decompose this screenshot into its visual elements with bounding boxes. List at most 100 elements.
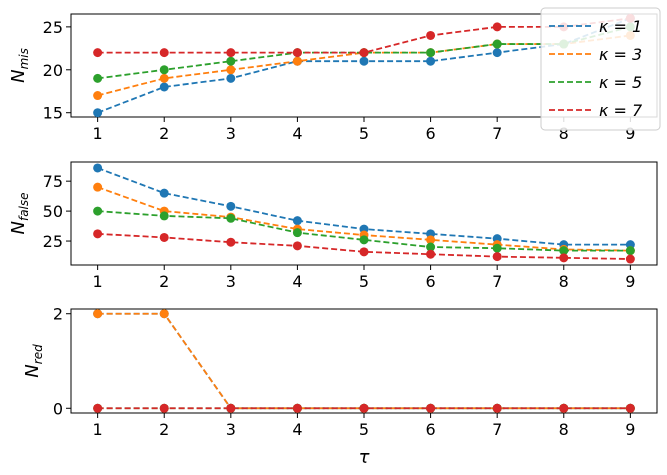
y-tick-label: 75 — [43, 172, 63, 191]
x-tick-label: 8 — [559, 420, 569, 439]
x-tick-label: 8 — [559, 124, 569, 143]
data-point — [426, 235, 436, 245]
data-point — [93, 206, 103, 216]
data-point — [159, 232, 169, 242]
data-point — [93, 48, 103, 58]
series-2 — [93, 309, 635, 413]
data-point — [159, 73, 169, 83]
series-line — [97, 312, 631, 410]
x-tick-label: 7 — [492, 420, 502, 439]
data-point — [159, 188, 169, 198]
x-tick-label: 5 — [359, 420, 369, 439]
y-tick-label: 15 — [43, 104, 63, 123]
data-point — [559, 253, 569, 263]
y-tick-label: 50 — [43, 202, 63, 221]
y-tick-label: 2 — [53, 305, 63, 324]
x-tick-label: 3 — [226, 124, 236, 143]
x-tick-label: 8 — [559, 272, 569, 291]
data-point — [625, 403, 635, 413]
x-tick-label: 2 — [159, 124, 169, 143]
data-point — [559, 246, 569, 256]
data-point — [159, 211, 169, 221]
x-tick-label: 5 — [359, 124, 369, 143]
data-point — [492, 39, 502, 49]
data-point — [492, 252, 502, 262]
data-point — [226, 403, 236, 413]
x-tick-label: 4 — [292, 124, 302, 143]
series-3 — [93, 206, 635, 256]
data-point — [359, 403, 369, 413]
x-axis-label: τ — [359, 447, 370, 468]
data-point — [292, 403, 302, 413]
data-point — [226, 65, 236, 75]
data-point — [359, 56, 369, 66]
data-point — [159, 309, 169, 319]
data-point — [292, 56, 302, 66]
legend-label: κ = 7 — [599, 101, 643, 120]
data-point — [226, 213, 236, 223]
data-point — [159, 48, 169, 58]
data-point — [226, 48, 236, 58]
x-tick-label: 7 — [492, 124, 502, 143]
data-point — [159, 82, 169, 92]
x-tick-label: 1 — [93, 272, 103, 291]
data-point — [226, 73, 236, 83]
data-point — [292, 241, 302, 251]
x-tick-label: 9 — [625, 272, 635, 291]
data-point — [292, 228, 302, 238]
data-point — [292, 48, 302, 58]
data-point — [359, 247, 369, 257]
data-point — [93, 73, 103, 83]
x-tick-label: 1 — [93, 124, 103, 143]
y-tick-label: 25 — [43, 18, 63, 37]
data-point — [93, 91, 103, 101]
data-point — [426, 242, 436, 252]
legend: κ = 1 κ = 3 κ = 5 κ = 7 — [540, 7, 661, 131]
data-point — [426, 403, 436, 413]
subplot-2: 1 2 3 4 5 6 7 8 9 25 50 75 Nfalse — [8, 161, 658, 291]
x-tick-label: 3 — [226, 272, 236, 291]
data-point — [426, 48, 436, 58]
x-tick-label: 2 — [159, 272, 169, 291]
data-point — [93, 108, 103, 118]
series-1 — [93, 309, 635, 413]
y-axis-label: Nred — [22, 344, 45, 378]
data-point — [625, 254, 635, 264]
x-tick-label: 6 — [425, 124, 435, 143]
y-tick-label: 20 — [43, 61, 63, 80]
series-4 — [93, 403, 635, 413]
x-tick-label: 1 — [93, 420, 103, 439]
data-point — [492, 48, 502, 58]
series-4 — [93, 229, 635, 264]
data-point — [93, 182, 103, 192]
data-point — [226, 201, 236, 211]
x-tick-label: 2 — [159, 420, 169, 439]
series-line — [97, 210, 631, 252]
legend-box — [540, 7, 661, 131]
legend-label: κ = 5 — [599, 73, 642, 92]
series-line — [97, 312, 631, 410]
data-point — [93, 309, 103, 319]
y-tick-label: 0 — [53, 399, 63, 418]
data-point — [625, 246, 635, 256]
data-point — [492, 22, 502, 32]
data-point — [426, 249, 436, 259]
data-point — [359, 235, 369, 245]
data-point — [93, 403, 103, 413]
data-point — [559, 403, 569, 413]
x-tick-label: 6 — [425, 272, 435, 291]
data-point — [226, 56, 236, 66]
x-tick-label: 4 — [292, 420, 302, 439]
x-tick-label: 6 — [425, 420, 435, 439]
x-tick-label: 9 — [625, 420, 635, 439]
y-axis-label: Nmis — [8, 48, 31, 83]
data-point — [159, 65, 169, 75]
data-point — [93, 229, 103, 239]
x-tick-label: 3 — [226, 420, 236, 439]
legend-label: κ = 3 — [599, 45, 642, 64]
subplot-3: 1 2 3 4 5 6 7 8 9 0 2 Nred τ — [22, 305, 658, 468]
subplot-1: 1 2 3 4 5 6 7 8 9 15 20 25 Nmis κ = 1 κ = 3 κ = 5 κ = 7 — [8, 7, 661, 143]
data-point — [426, 56, 436, 66]
data-point — [492, 403, 502, 413]
